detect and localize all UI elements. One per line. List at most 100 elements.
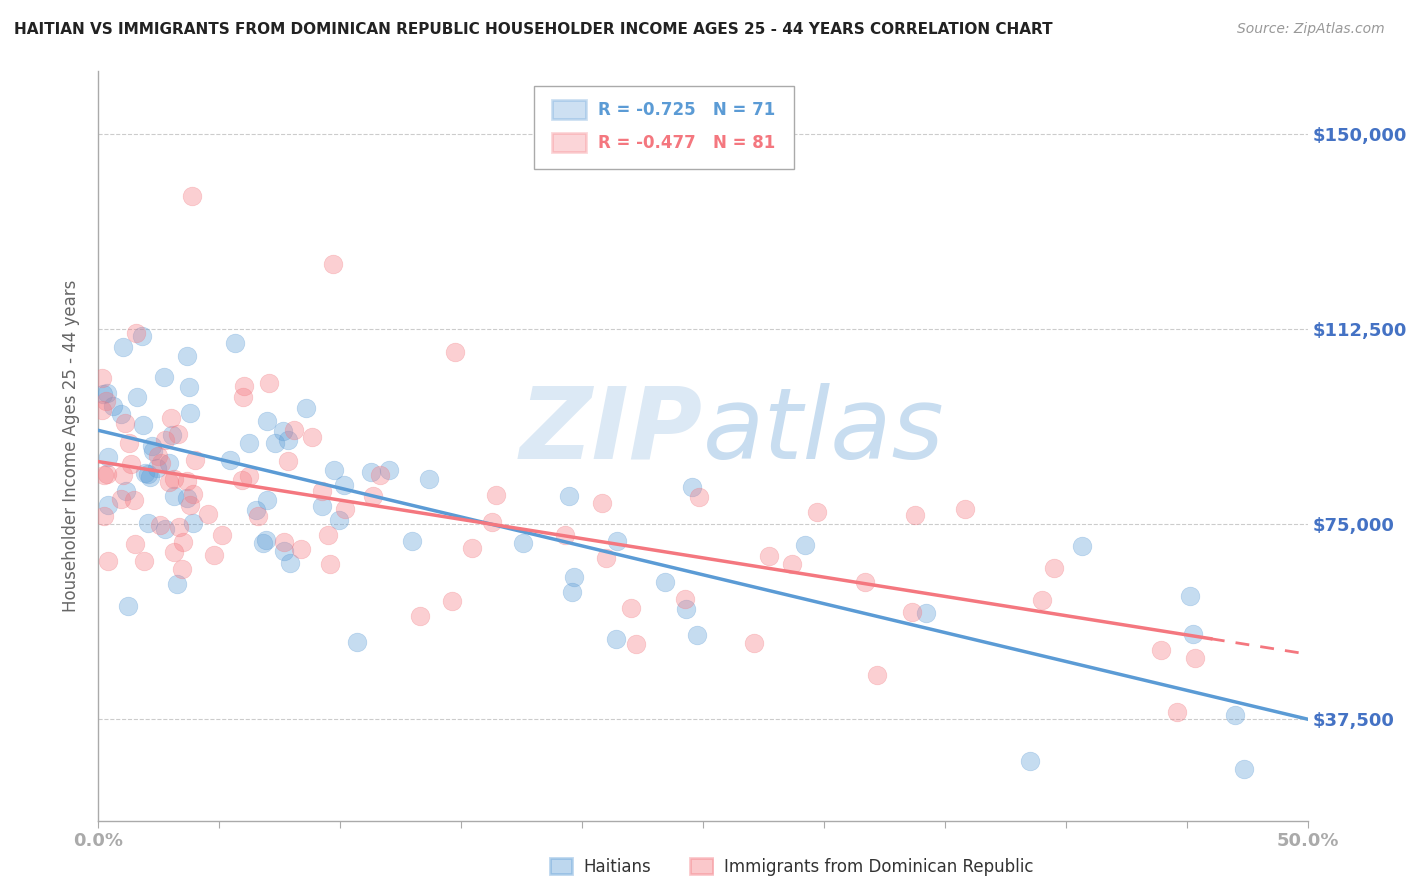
Point bbox=[97, 450, 120, 465]
Point bbox=[232, 390, 254, 404]
Point bbox=[252, 536, 274, 550]
Point bbox=[170, 562, 193, 576]
Point bbox=[163, 544, 186, 558]
Text: R = -0.477   N = 81: R = -0.477 N = 81 bbox=[598, 134, 775, 152]
Point bbox=[110, 491, 132, 506]
Point bbox=[231, 473, 253, 487]
Point bbox=[136, 516, 159, 531]
Point bbox=[120, 457, 142, 471]
Point bbox=[96, 386, 118, 401]
Point bbox=[318, 558, 340, 572]
Point bbox=[558, 489, 581, 503]
Text: atlas: atlas bbox=[703, 383, 945, 480]
Point bbox=[176, 474, 198, 488]
Point bbox=[91, 386, 114, 401]
Point bbox=[163, 472, 186, 486]
Point bbox=[202, 548, 225, 562]
Point bbox=[333, 501, 356, 516]
Point bbox=[177, 380, 200, 394]
Point bbox=[1031, 593, 1053, 607]
Point bbox=[620, 600, 643, 615]
Point bbox=[1180, 589, 1202, 603]
Point bbox=[512, 536, 534, 550]
Point bbox=[153, 433, 176, 447]
Point bbox=[276, 434, 298, 448]
Point bbox=[238, 435, 260, 450]
Point bbox=[606, 533, 628, 548]
Point bbox=[111, 340, 134, 354]
Point bbox=[758, 549, 780, 563]
Text: Immigrants from Dominican Republic: Immigrants from Dominican Republic bbox=[724, 858, 1033, 876]
Point bbox=[184, 453, 207, 467]
Point bbox=[277, 454, 299, 468]
Point bbox=[866, 668, 889, 682]
Point bbox=[131, 329, 153, 343]
Point bbox=[132, 554, 155, 568]
Point bbox=[139, 470, 162, 484]
Point bbox=[401, 533, 423, 548]
Point bbox=[118, 436, 141, 450]
Point bbox=[233, 379, 256, 393]
Point bbox=[443, 345, 465, 359]
Point bbox=[328, 513, 350, 527]
Point bbox=[93, 468, 115, 483]
Point bbox=[153, 522, 176, 536]
Point bbox=[440, 594, 463, 608]
Bar bbox=[690, 858, 713, 874]
Point bbox=[134, 467, 156, 481]
Point bbox=[311, 483, 333, 498]
Point bbox=[595, 550, 617, 565]
Point bbox=[675, 602, 697, 616]
Point bbox=[160, 411, 183, 425]
FancyBboxPatch shape bbox=[551, 133, 586, 152]
Point bbox=[333, 478, 356, 492]
Point bbox=[554, 528, 576, 542]
Point bbox=[157, 456, 180, 470]
Point bbox=[915, 606, 938, 620]
Point bbox=[146, 461, 169, 475]
Point bbox=[176, 491, 198, 505]
Text: HAITIAN VS IMMIGRANTS FROM DOMINICAN REPUBLIC HOUSEHOLDER INCOME AGES 25 - 44 YE: HAITIAN VS IMMIGRANTS FROM DOMINICAN REP… bbox=[14, 22, 1053, 37]
Point bbox=[654, 575, 676, 590]
Point bbox=[142, 443, 165, 458]
Point bbox=[316, 528, 339, 542]
Bar bbox=[550, 858, 572, 874]
Point bbox=[681, 480, 703, 494]
Point bbox=[176, 349, 198, 363]
Point bbox=[141, 439, 163, 453]
Point bbox=[301, 430, 323, 444]
Point bbox=[953, 501, 976, 516]
Point bbox=[484, 488, 506, 502]
Point bbox=[115, 483, 138, 498]
Point bbox=[181, 487, 204, 501]
Point bbox=[197, 508, 219, 522]
Point bbox=[179, 498, 201, 512]
Point bbox=[150, 456, 173, 470]
Point bbox=[605, 632, 627, 647]
Point bbox=[461, 541, 484, 556]
Point bbox=[806, 504, 828, 518]
Point bbox=[257, 376, 280, 391]
Point bbox=[360, 465, 382, 479]
Point bbox=[132, 418, 155, 433]
Point bbox=[562, 570, 585, 584]
Point bbox=[163, 489, 186, 503]
Point bbox=[256, 492, 278, 507]
Point bbox=[368, 467, 391, 482]
Point bbox=[211, 527, 233, 541]
Point bbox=[793, 538, 815, 552]
Point bbox=[742, 636, 765, 650]
Point bbox=[96, 467, 118, 481]
Text: R = -0.725   N = 71: R = -0.725 N = 71 bbox=[598, 101, 775, 119]
Point bbox=[179, 406, 201, 420]
Point bbox=[238, 468, 260, 483]
Point bbox=[114, 417, 136, 431]
Point bbox=[278, 556, 301, 570]
Point bbox=[122, 493, 145, 508]
Point bbox=[1184, 650, 1206, 665]
FancyBboxPatch shape bbox=[534, 87, 793, 169]
Point bbox=[112, 468, 135, 483]
Point bbox=[290, 542, 312, 557]
Point bbox=[1043, 561, 1066, 575]
Point bbox=[853, 574, 876, 589]
